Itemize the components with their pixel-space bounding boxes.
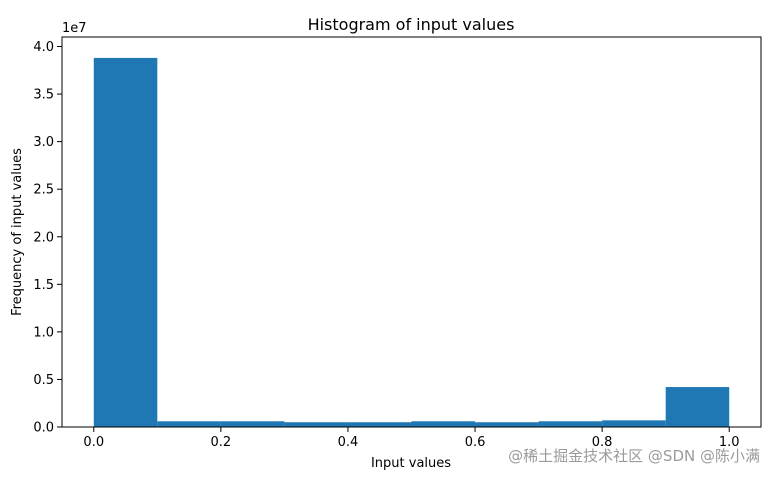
y-tick-label: 2.5	[33, 183, 54, 198]
y-tick-label: 4.0	[33, 40, 54, 55]
x-axis-ticks: 0.0 0.2 0.4 0.6 0.8 1.0	[83, 427, 740, 450]
y-tick-label: 3.0	[33, 135, 54, 150]
histogram-bar	[665, 387, 730, 427]
y-tick-label: 3.5	[33, 88, 54, 103]
y-tick-label: 1.5	[33, 278, 54, 293]
x-tick-label: 0.8	[592, 435, 613, 450]
histogram-bar	[411, 421, 476, 427]
histogram-bar	[538, 421, 603, 427]
x-tick-label: 0.4	[338, 435, 359, 450]
chart-title: Histogram of input values	[308, 15, 515, 34]
x-tick-label: 0.2	[211, 435, 232, 450]
y-tick-label: 0.0	[33, 421, 54, 436]
histogram-bar	[284, 422, 348, 427]
y-axis-ticks: 0.0 0.5 1.0 1.5 2.0 2.5 3.0 3.5 4.0	[33, 40, 62, 436]
histogram-bar	[475, 422, 539, 427]
x-tick-label: 0.0	[83, 435, 104, 450]
bar-group	[93, 57, 730, 428]
histogram-bar	[220, 421, 285, 427]
watermark-text: @稀土掘金技术社区 @SDN @陈小满	[508, 447, 760, 465]
plot-area-frame	[61, 36, 762, 428]
histogram-bar	[93, 57, 158, 428]
y-axis-label: Frequency of input values	[10, 148, 25, 316]
histogram-bar	[602, 420, 666, 427]
y-tick-label: 2.0	[33, 230, 54, 245]
x-axis-label: Input values	[371, 456, 451, 471]
y-axis-offset-label: 1e7	[62, 21, 87, 36]
y-tick-label: 1.0	[33, 325, 54, 340]
y-tick-label: 0.5	[33, 373, 54, 388]
x-tick-label: 0.6	[465, 435, 486, 450]
histogram-bar	[157, 421, 221, 427]
histogram-bar	[347, 422, 412, 427]
x-tick-label: 1.0	[719, 435, 740, 450]
